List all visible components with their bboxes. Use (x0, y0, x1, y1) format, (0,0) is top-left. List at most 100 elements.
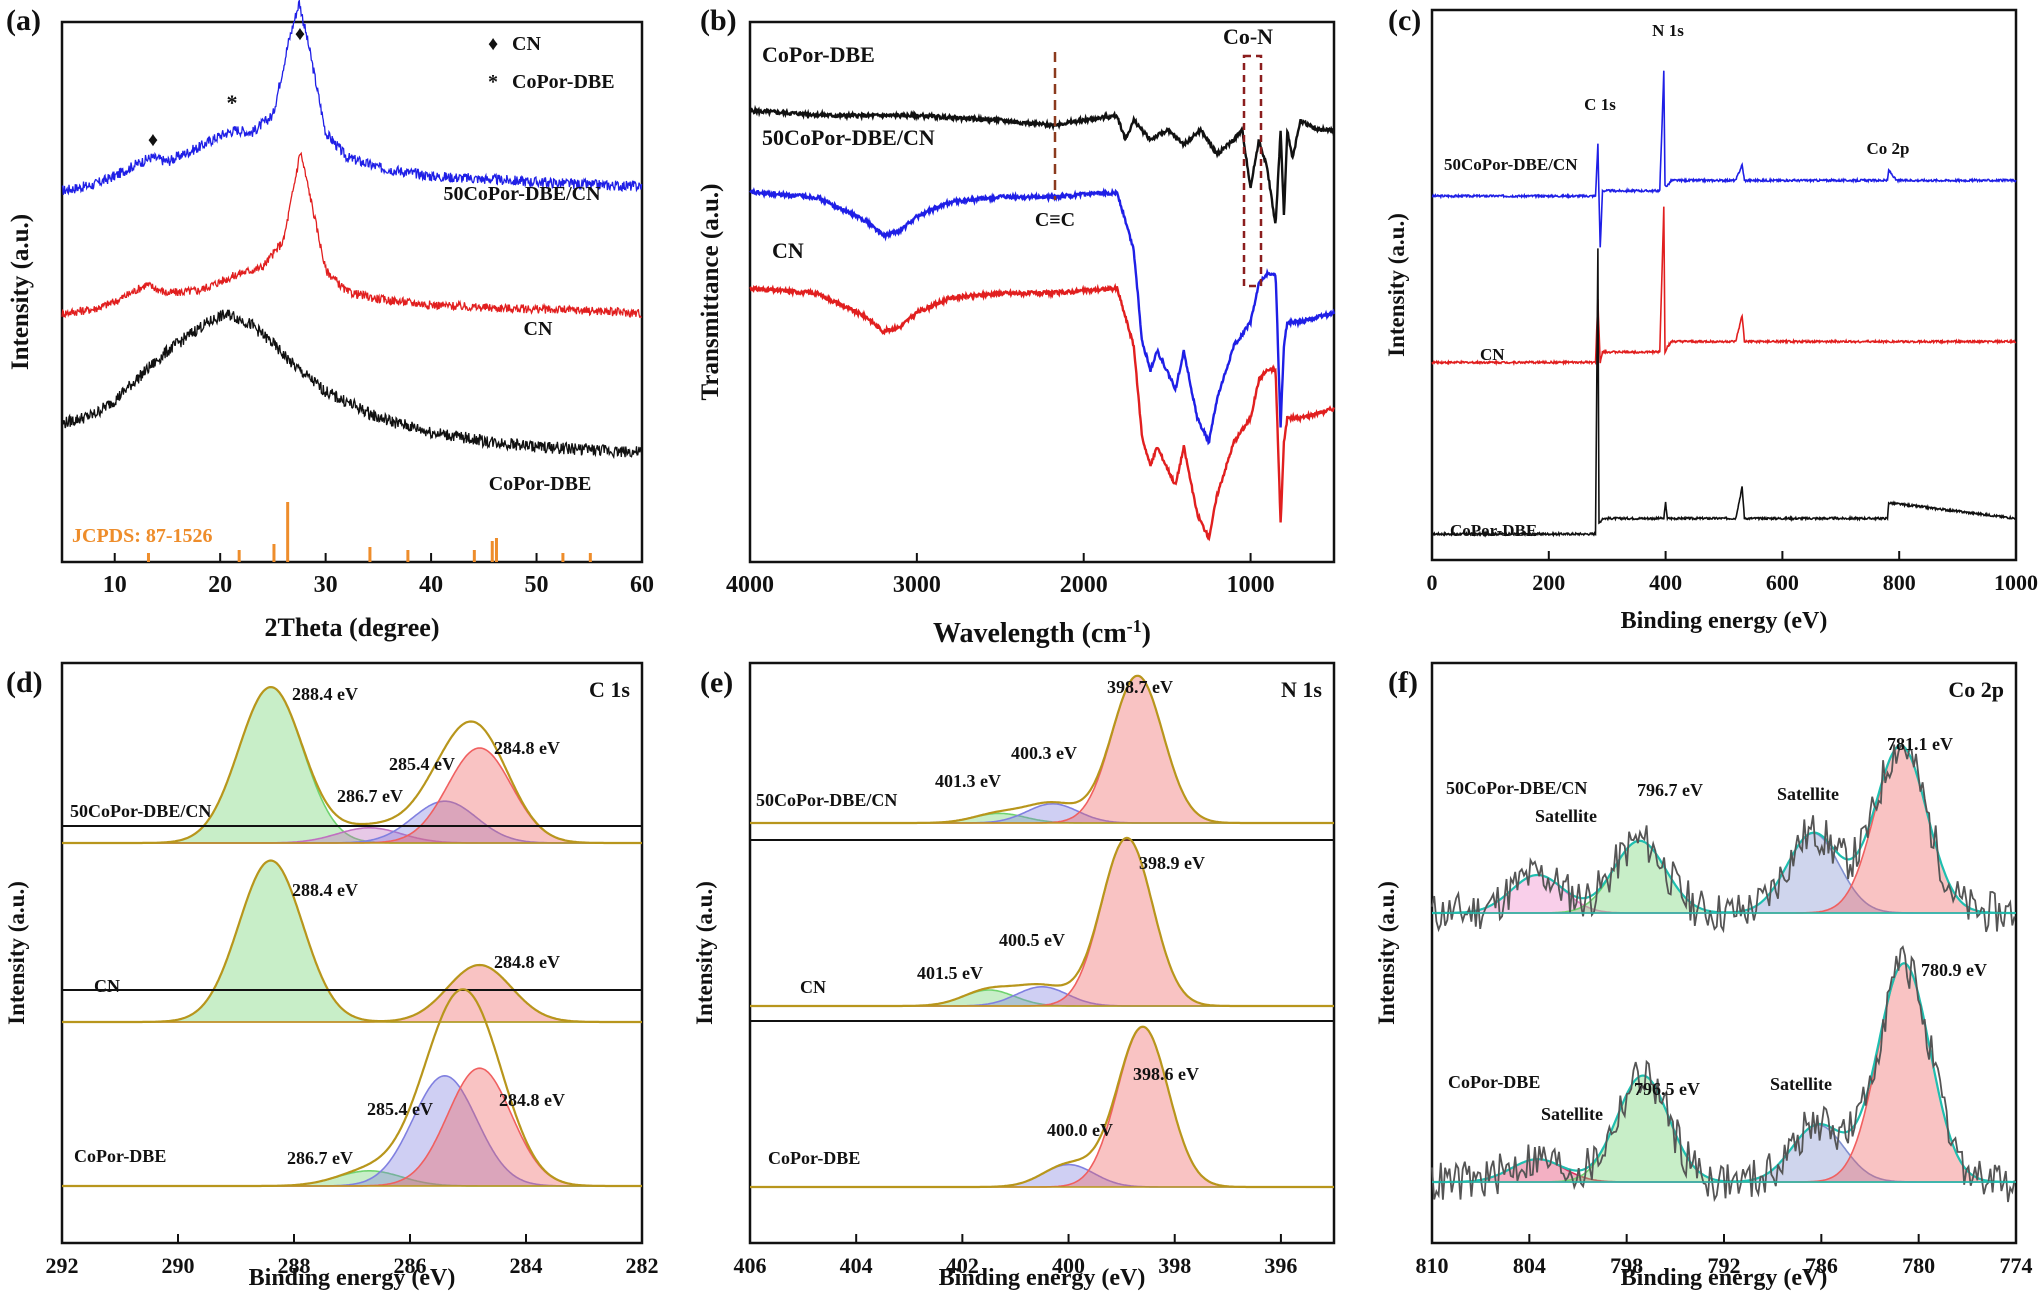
panel-f-xlabel: Binding energy (eV) (1621, 1265, 1828, 1291)
panel-a-xtick-label: 60 (630, 572, 654, 598)
panel-a-legend-label: CN (512, 33, 541, 55)
panel-c-series-0 (1431, 70, 2017, 248)
panel-f-raw-data (1431, 945, 2016, 1203)
panel-d-xtick-label: 282 (626, 1253, 659, 1278)
panel-a-series-2 (61, 309, 643, 460)
panel-d-peak-fill (62, 748, 642, 843)
panel-c-ylabel: Intensity (a.u.) (1384, 213, 1409, 357)
panel-b-series-1 (749, 187, 1336, 446)
panel-b-series-2 (749, 282, 1336, 542)
panel-d-peak-label: 286.7 eV (337, 786, 403, 806)
panel-b-series-0 (748, 104, 1336, 224)
panel-b-xtick-label: 2000 (1060, 572, 1108, 598)
panel-a-xtick-label: 40 (419, 572, 443, 598)
panel-d-sample-label: CoPor-DBE (74, 1146, 166, 1166)
panel-c-series-label: CoPor-DBE (1450, 521, 1537, 540)
panel-e-xtick-label: 406 (734, 1253, 767, 1278)
panel-c-peak-label: N 1s (1652, 21, 1684, 40)
panel-e-sample-label: CoPor-DBE (768, 1148, 860, 1168)
panel-c-series-label: CN (1480, 345, 1505, 364)
panel-d-peak-label: 288.4 eV (292, 684, 358, 704)
panel-f-sample-label: CoPor-DBE (1448, 1072, 1540, 1092)
panel-d-xtick-label: 292 (46, 1253, 79, 1278)
panel-e-peak-fill (750, 838, 1334, 1006)
panel-f-peak-label: 796.7 eV (1637, 780, 1703, 800)
panel-d-sample-label: CN (94, 976, 120, 996)
panel-f-peak-fill (1432, 745, 2015, 913)
panel-a-xtick-label: 20 (208, 572, 232, 598)
panel-f-xtick-label: 810 (1416, 1253, 1449, 1278)
panel-d-peak-fill (62, 827, 642, 843)
panel-f-label: (f) (1388, 666, 1418, 699)
panel-a-legend-symbol: ♦ (488, 33, 498, 55)
panel-e-xtick-label: 400 (1052, 1253, 1085, 1278)
panel-d-peak-fill (62, 965, 642, 1022)
panel-b-con-marker (1242, 54, 1263, 288)
panel-d-peak-fill (62, 1170, 642, 1186)
panel-d-peak-label: 288.4 eV (292, 880, 358, 900)
panel-f-peak-label: 781.1 eV (1887, 734, 1953, 754)
panel-c-peak-label: C 1s (1584, 95, 1616, 114)
panel-f-xtick-label: 774 (2000, 1253, 2033, 1278)
panel-e-xtick-label: 398 (1158, 1253, 1191, 1278)
panel-e-sample-label: 50CoPor-DBE/CN (756, 790, 897, 810)
panel-c-peak-label: Co 2p (1867, 139, 1910, 158)
panel-e-peak-label: 401.3 eV (935, 771, 1001, 791)
panel-a-ylabel: Intensity (a.u.) (7, 214, 34, 370)
panel-a-xtick-label: 10 (103, 572, 127, 598)
panel-e-sample-label: CN (800, 977, 826, 997)
panel-e-peak-label: 400.5 eV (999, 930, 1065, 950)
panel-a-peak-marker: * (227, 90, 238, 115)
panel-d-xtick-label: 284 (510, 1253, 543, 1278)
panel-a-xtick-label: 50 (525, 572, 549, 598)
panel-e-peak-label: 398.9 eV (1139, 853, 1205, 873)
panel-e-frame (748, 661, 1336, 1245)
panel-f-raw-data (1431, 744, 2016, 934)
panel-b-xlabel-text: Wavelength (cm (933, 618, 1127, 649)
panel-a: (a) 50CoPor-DBE/CN CN CoPor-DBE JCPDS: 87-15… (6, 0, 654, 642)
panel-c-xtick-label: 200 (1532, 570, 1565, 595)
panel-f-peak-label: Satellite (1541, 1104, 1603, 1124)
panel-b-xlabel: Wavelength (cm-1) (933, 616, 1151, 649)
panel-a-legend-symbol: * (488, 71, 498, 93)
panel-f-peak-label: Satellite (1535, 806, 1597, 826)
panel-d-peak-label: 284.8 eV (494, 952, 560, 972)
panel-e-xlabel: Binding energy (eV) (939, 1265, 1146, 1291)
panel-c-xtick-label: 0 (1427, 570, 1438, 595)
panel-c-xtick-label: 600 (1766, 570, 1799, 595)
panel-b-annotation: C≡C (1035, 209, 1075, 231)
panel-d-title: C 1s (589, 677, 630, 702)
panel-d-peak-label: 285.4 eV (367, 1099, 433, 1119)
panel-e-peak-fill (750, 986, 1334, 1006)
panel-f: (f) Co 2p 50CoPor-DBE/CN Satellite 796.7 eV S… (1374, 661, 2033, 1291)
panel-b-ylabel: Transmittance (a.u.) (697, 184, 724, 401)
panel-c-series-label: 50CoPor-DBE/CN (1444, 155, 1578, 174)
panel-c-frame (1430, 8, 2018, 562)
panel-e-envelope (750, 836, 1334, 1008)
panel-c: (c) 50CoPor-DBE/CN CN CoPor-DBE N 1s C 1s Co 2… (1384, 4, 2038, 634)
panel-d-peak-line (62, 1067, 642, 1187)
panel-b-xtick-label: 3000 (893, 572, 941, 598)
panel-c-xtick-label: 800 (1883, 570, 1916, 595)
panel-a-series-1 (61, 151, 642, 319)
panel-b-xtick-label: 4000 (726, 572, 774, 598)
panel-b-frame (748, 20, 1336, 564)
panel-d-peak-label: 284.8 eV (499, 1090, 565, 1110)
panel-d-peak-label: 286.7 eV (287, 1148, 353, 1168)
panel-a-label: (a) (6, 4, 41, 37)
panel-e-label: (e) (700, 666, 733, 699)
panel-b-series-label: 50CoPor-DBE/CN (762, 125, 935, 150)
panel-d-frame (60, 661, 644, 1245)
panel-e-peak-label: 400.3 eV (1011, 743, 1077, 763)
panel-d-peak-line (62, 964, 642, 1023)
panel-a-peak-marker: ♦ (295, 23, 305, 45)
panel-f-peak-fill (1432, 875, 2015, 913)
panel-e-title: N 1s (1281, 677, 1322, 702)
panel-e-peak-label: 401.5 eV (917, 963, 983, 983)
panel-b-series-label: CN (772, 238, 804, 263)
panel-a-xtick-label: 30 (314, 572, 338, 598)
panel-f-peak-label: Satellite (1777, 784, 1839, 804)
panel-d-xtick-label: 288 (278, 1253, 311, 1278)
panel-a-series-0 (61, 0, 643, 196)
